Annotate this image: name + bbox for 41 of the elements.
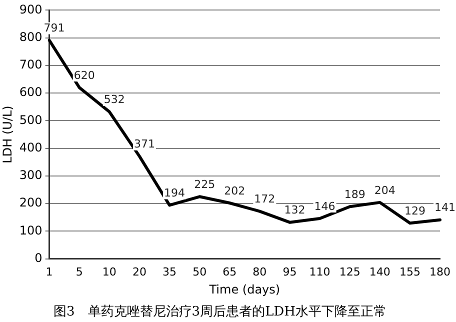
data-label: 129 <box>404 204 426 218</box>
x-tick-label: 95 <box>282 265 297 278</box>
x-tick-label: 80 <box>252 265 267 278</box>
x-axis-title: Time (days) <box>208 282 280 296</box>
data-label: 141 <box>434 201 456 214</box>
data-label: 532 <box>104 93 125 106</box>
y-tick-label: 0 <box>34 250 42 265</box>
data-label: 172 <box>254 192 276 206</box>
y-tick-label: 400 <box>19 140 42 154</box>
data-label: 204 <box>374 184 396 197</box>
x-tick-label: 155 <box>399 265 420 278</box>
y-tick-label: 100 <box>19 223 42 238</box>
y-axis-title: LDH (U/L) <box>0 106 14 164</box>
y-tick-label: 800 <box>19 30 42 44</box>
x-tick-label: 10 <box>102 265 116 278</box>
data-label: 194 <box>164 186 186 200</box>
x-tick-label: 1 <box>46 265 53 278</box>
y-tick-label: 700 <box>19 58 42 72</box>
y-tick-label: 600 <box>19 85 42 100</box>
y-tick-label: 500 <box>19 112 42 127</box>
x-tick-label: 180 <box>430 265 450 278</box>
data-label: 225 <box>194 178 216 192</box>
x-tick-label: 35 <box>162 265 177 278</box>
data-label: 146 <box>314 200 336 213</box>
data-label: 132 <box>284 204 306 217</box>
x-tick-label: 140 <box>369 265 390 278</box>
x-tick-label: 20 <box>132 265 146 278</box>
x-tick-label: 65 <box>222 265 237 278</box>
x-tick-label: 50 <box>192 265 207 278</box>
y-tick-label: 900 <box>19 2 42 16</box>
y-tick-label: 200 <box>19 196 42 210</box>
y-tick-label: 300 <box>19 168 42 182</box>
x-tick-label: 5 <box>76 265 83 278</box>
x-tick-label: 110 <box>309 265 330 278</box>
data-label: 202 <box>224 184 246 198</box>
data-label: 189 <box>344 188 366 201</box>
x-tick-label: 125 <box>339 265 360 278</box>
text: 图3 单药克唑替尼治疗3周后患者的LDH水平下降至正常 <box>54 304 386 320</box>
data-label: 791 <box>44 22 65 35</box>
data-label: 371 <box>134 138 155 151</box>
data-label: 620 <box>74 68 95 82</box>
